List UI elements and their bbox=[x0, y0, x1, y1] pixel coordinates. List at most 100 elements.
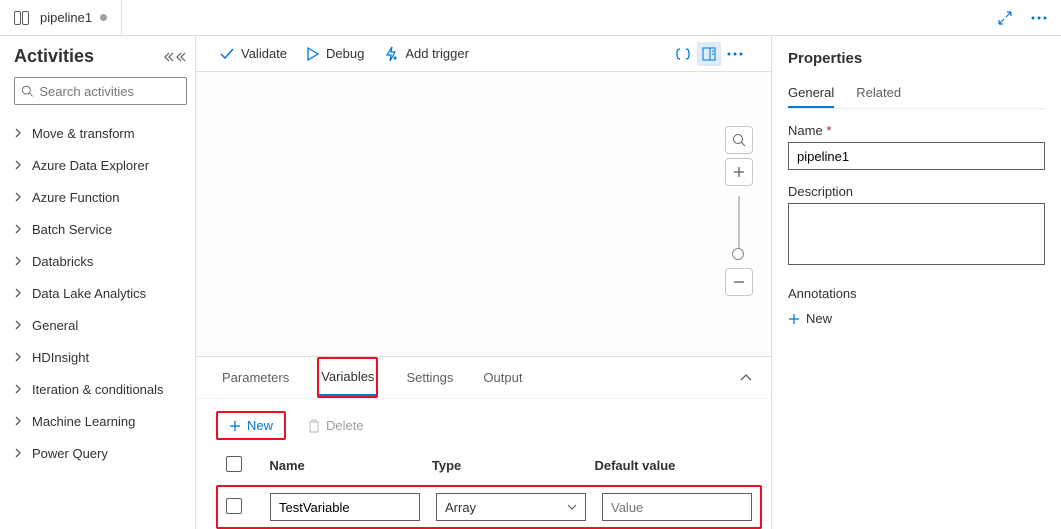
col-type: Type bbox=[432, 458, 579, 473]
search-icon bbox=[21, 84, 33, 98]
zoom-controls bbox=[725, 126, 753, 296]
properties-title: Properties bbox=[788, 50, 1045, 67]
sidebar-item-databricks[interactable]: Databricks bbox=[14, 245, 187, 277]
variable-name-input[interactable] bbox=[270, 493, 420, 521]
row-checkbox[interactable] bbox=[226, 498, 242, 514]
sidebar-item-machine-learning[interactable]: Machine Learning bbox=[14, 405, 187, 437]
play-icon bbox=[307, 47, 319, 61]
trigger-icon bbox=[384, 46, 398, 62]
tab-actions bbox=[993, 6, 1061, 30]
sidebar-item-power-query[interactable]: Power Query bbox=[14, 437, 187, 469]
variable-type-select[interactable]: Array bbox=[436, 493, 586, 521]
more-icon[interactable] bbox=[1027, 6, 1051, 30]
check-icon bbox=[220, 48, 234, 60]
panel-collapse-icon[interactable] bbox=[739, 373, 753, 383]
new-variable-label: New bbox=[247, 418, 273, 433]
tab-settings[interactable]: Settings bbox=[404, 360, 455, 395]
select-all-checkbox[interactable] bbox=[226, 456, 242, 472]
sidebar-item-iteration-conditionals[interactable]: Iteration & conditionals bbox=[14, 373, 187, 405]
code-icon[interactable] bbox=[671, 42, 695, 66]
new-annotation-label: New bbox=[806, 311, 832, 326]
sidebar-item-label: Azure Function bbox=[32, 190, 119, 205]
description-input[interactable] bbox=[788, 203, 1045, 265]
delete-variable-button: Delete bbox=[298, 414, 374, 437]
sidebar-item-data-lake-analytics[interactable]: Data Lake Analytics bbox=[14, 277, 187, 309]
validate-label: Validate bbox=[241, 46, 287, 61]
pipeline-tab[interactable]: pipeline1 bbox=[0, 0, 122, 35]
description-label: Description bbox=[788, 184, 1045, 199]
sidebar-item-batch-service[interactable]: Batch Service bbox=[14, 213, 187, 245]
sidebar-item-label: Power Query bbox=[32, 446, 108, 461]
chevron-right-icon bbox=[14, 223, 22, 235]
zoom-in-icon[interactable] bbox=[725, 158, 753, 186]
expand-icon[interactable] bbox=[993, 6, 1017, 30]
search-input[interactable] bbox=[39, 84, 180, 99]
sidebar-item-label: Data Lake Analytics bbox=[32, 286, 146, 301]
properties-tab-general[interactable]: General bbox=[788, 79, 834, 108]
add-trigger-button[interactable]: Add trigger bbox=[384, 46, 469, 62]
new-variable-button[interactable]: New bbox=[218, 413, 284, 438]
add-trigger-label: Add trigger bbox=[405, 46, 469, 61]
sidebar-item-label: Databricks bbox=[32, 254, 93, 269]
search-activities[interactable] bbox=[14, 77, 187, 105]
activities-sidebar: Activities Move & transform Azure Data Ex… bbox=[0, 36, 196, 529]
properties-panel: Properties General Related Name * Descri… bbox=[771, 36, 1061, 529]
chevron-right-icon bbox=[14, 287, 22, 299]
sidebar-item-label: Move & transform bbox=[32, 126, 135, 141]
new-annotation-button[interactable]: New bbox=[788, 311, 1045, 326]
sidebar-item-general[interactable]: General bbox=[14, 309, 187, 341]
tab-output[interactable]: Output bbox=[481, 360, 524, 395]
variable-row: Array bbox=[226, 493, 752, 521]
sidebar-item-label: General bbox=[32, 318, 78, 333]
chevron-right-icon bbox=[14, 191, 22, 203]
sidebar-item-azure-function[interactable]: Azure Function bbox=[14, 181, 187, 213]
chevron-down-icon bbox=[567, 504, 577, 510]
debug-label: Debug bbox=[326, 46, 364, 61]
sidebar-collapse-icon[interactable] bbox=[163, 51, 187, 63]
sidebar-item-move-transform[interactable]: Move & transform bbox=[14, 117, 187, 149]
name-label: Name bbox=[788, 123, 823, 138]
zoom-handle[interactable] bbox=[732, 248, 744, 260]
sidebar-title: Activities bbox=[14, 46, 94, 67]
unsaved-dot-icon bbox=[100, 14, 107, 21]
pipeline-tab-title: pipeline1 bbox=[40, 10, 92, 25]
pipeline-canvas[interactable] bbox=[196, 72, 771, 356]
debug-button[interactable]: Debug bbox=[307, 46, 364, 61]
plus-icon bbox=[229, 420, 241, 432]
chevron-right-icon bbox=[14, 447, 22, 459]
col-name: Name bbox=[269, 458, 416, 473]
col-default: Default value bbox=[594, 458, 741, 473]
chevron-right-icon bbox=[14, 255, 22, 267]
variable-type-value: Array bbox=[445, 500, 476, 515]
properties-icon[interactable] bbox=[697, 42, 721, 66]
sidebar-item-label: HDInsight bbox=[32, 350, 89, 365]
sidebar-item-label: Azure Data Explorer bbox=[32, 158, 149, 173]
plus-icon bbox=[788, 313, 800, 325]
annotations-label: Annotations bbox=[788, 286, 1045, 301]
chevron-right-icon bbox=[14, 127, 22, 139]
chevron-right-icon bbox=[14, 351, 22, 363]
pipeline-toolbar: Validate Debug Add trigger bbox=[196, 36, 771, 72]
required-icon: * bbox=[826, 123, 831, 138]
sidebar-item-label: Iteration & conditionals bbox=[32, 382, 164, 397]
tab-variables[interactable]: Variables bbox=[319, 359, 376, 396]
zoom-out-icon[interactable] bbox=[725, 268, 753, 296]
tab-bar: pipeline1 bbox=[0, 0, 1061, 36]
bottom-panel: Parameters Variables Settings Output New… bbox=[196, 356, 771, 529]
more-toolbar-icon[interactable] bbox=[723, 42, 747, 66]
sidebar-item-azure-data-explorer[interactable]: Azure Data Explorer bbox=[14, 149, 187, 181]
tab-parameters[interactable]: Parameters bbox=[220, 360, 291, 395]
zoom-slider[interactable] bbox=[738, 196, 740, 258]
pipeline-icon bbox=[14, 11, 32, 25]
name-input[interactable] bbox=[788, 142, 1045, 170]
validate-button[interactable]: Validate bbox=[220, 46, 287, 61]
chevron-right-icon bbox=[14, 159, 22, 171]
variable-default-input[interactable] bbox=[602, 493, 752, 521]
trash-icon bbox=[308, 419, 320, 433]
zoom-fit-icon[interactable] bbox=[725, 126, 753, 154]
sidebar-item-label: Machine Learning bbox=[32, 414, 135, 429]
delete-variable-label: Delete bbox=[326, 418, 364, 433]
sidebar-item-label: Batch Service bbox=[32, 222, 112, 237]
properties-tab-related[interactable]: Related bbox=[856, 79, 901, 108]
sidebar-item-hdinsight[interactable]: HDInsight bbox=[14, 341, 187, 373]
